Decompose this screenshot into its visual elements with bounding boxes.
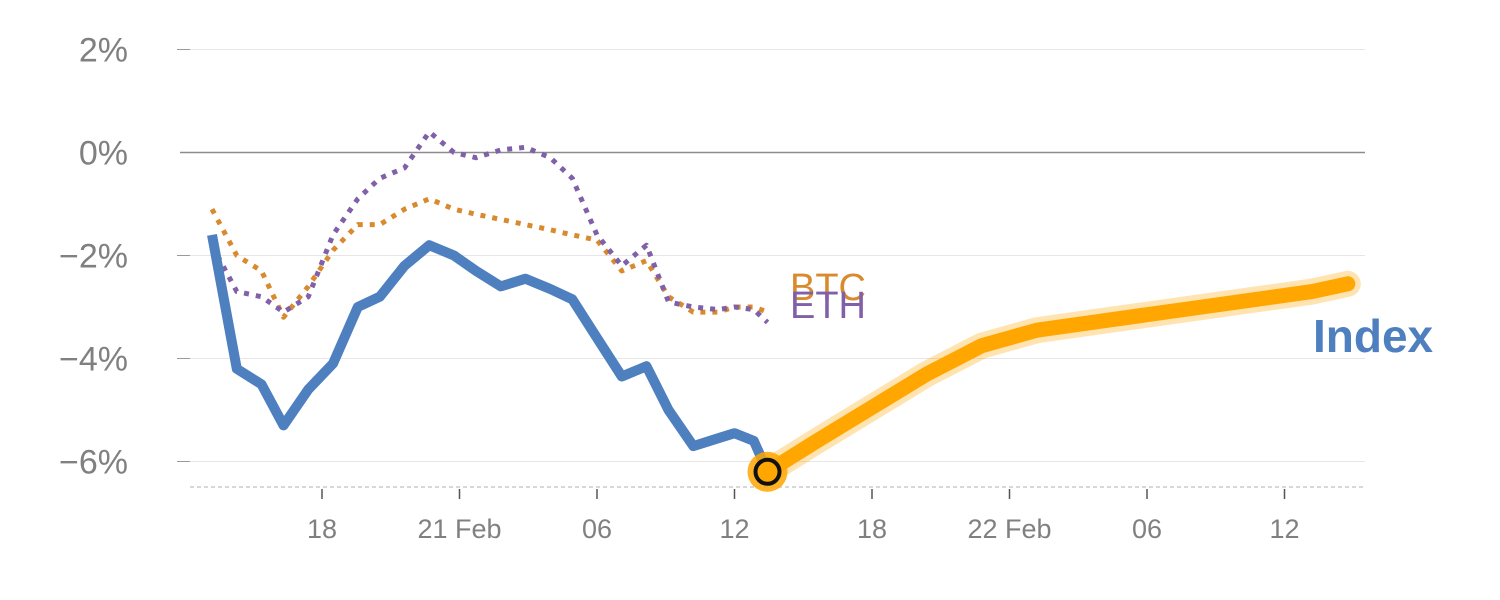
y-tick-label: 0% [79,135,128,173]
x-tick-label: 06 [1132,514,1162,544]
series-line-index-forecast [760,276,1356,480]
y-tick-label: −2% [59,238,128,276]
x-tick-label: 12 [1269,514,1299,544]
y-tick-label: −4% [59,341,128,379]
y-tick-label: 2% [79,32,128,70]
series-line-btc [209,196,769,320]
grid-layer [177,49,1365,462]
x-tick-label: 21 Feb [417,514,501,544]
x-tick-label: 06 [582,514,612,544]
series-label-eth: ETH [790,285,866,327]
series-layer [207,129,1361,492]
series-label-index: Index [1313,310,1434,362]
y-tick-label: −6% [59,444,128,482]
x-tick-label: 18 [307,514,337,544]
x-tick-label: 18 [857,514,887,544]
x-tick-label: 22 Feb [967,514,1051,544]
axis-layer: 2% 0% −2% −4% −6% 18 21 Feb 06 12 18 22 Feb 06 12 [59,32,1365,544]
label-layer: BTC ETH Index [790,267,1434,362]
x-tick-label: 12 [719,514,749,544]
marker-point [753,457,782,486]
series-line-index [207,233,773,474]
series-line-eth [209,129,770,325]
series-label-btc: BTC [790,267,866,309]
